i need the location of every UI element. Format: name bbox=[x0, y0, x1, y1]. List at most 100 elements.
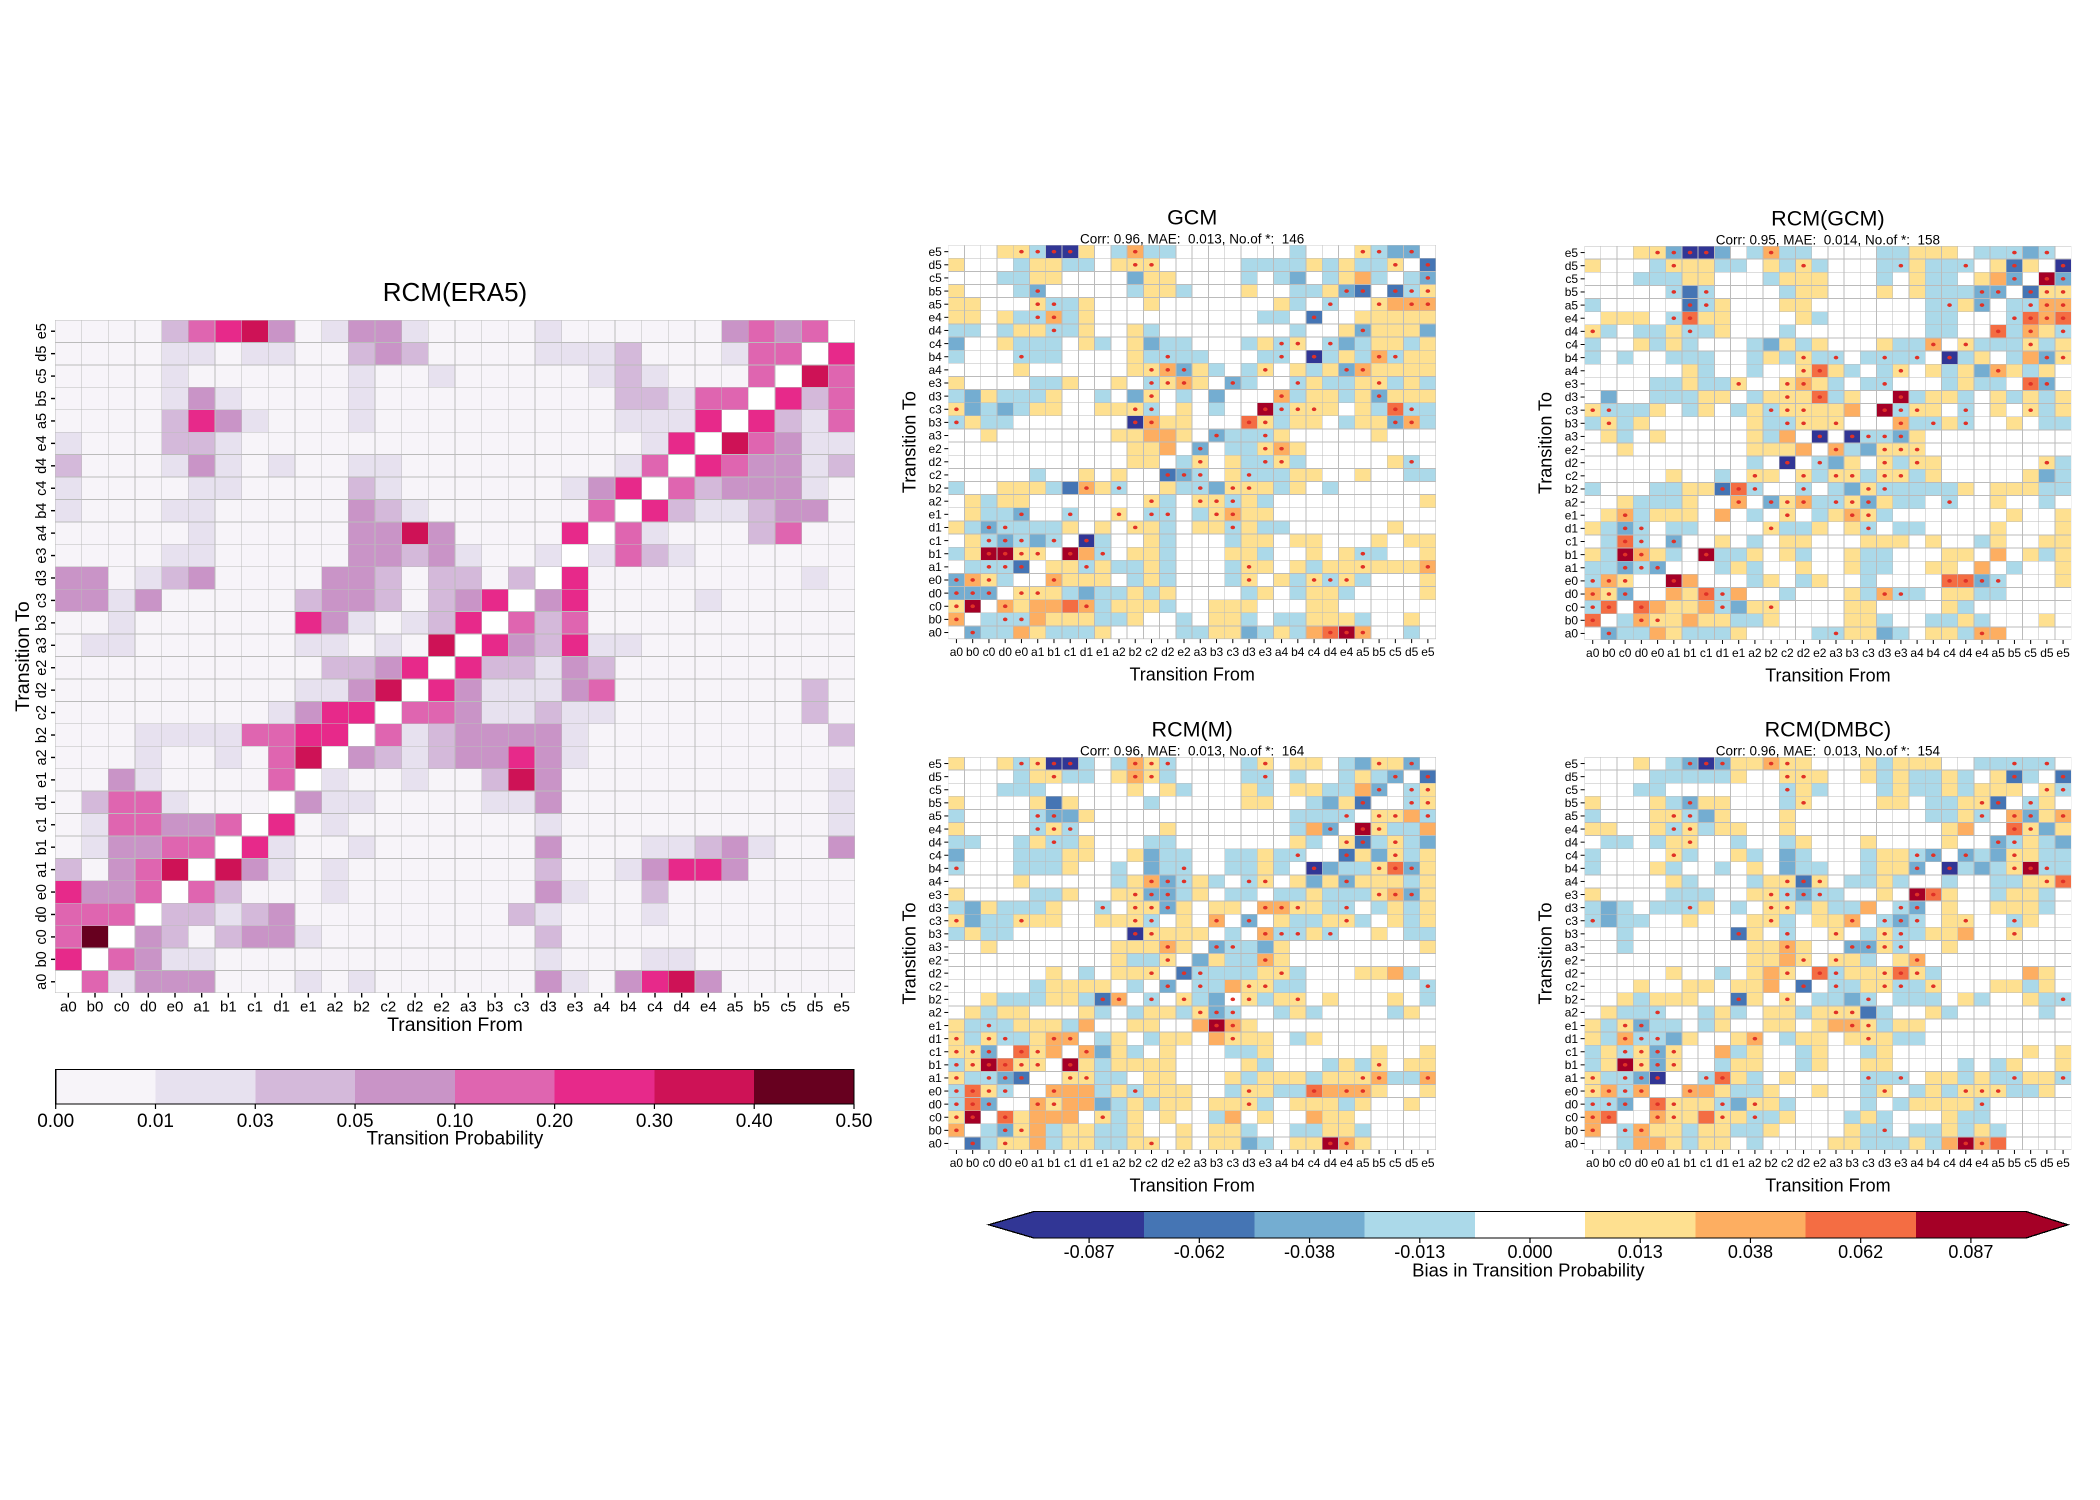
svg-text:b3: b3 bbox=[1210, 1156, 1224, 1170]
svg-text:Transition Probability: Transition Probability bbox=[366, 1129, 543, 1150]
svg-text:e4: e4 bbox=[928, 822, 942, 836]
svg-text:e3: e3 bbox=[928, 888, 942, 902]
svg-text:a3: a3 bbox=[1829, 1156, 1843, 1170]
svg-text:b3: b3 bbox=[1846, 646, 1860, 660]
svg-text:a0: a0 bbox=[34, 974, 50, 990]
svg-text:c0: c0 bbox=[1565, 1110, 1578, 1124]
svg-text:d5: d5 bbox=[1405, 645, 1419, 659]
svg-text:c4: c4 bbox=[647, 999, 663, 1016]
svg-text:a3: a3 bbox=[1565, 430, 1579, 444]
svg-text:e2: e2 bbox=[1177, 645, 1191, 659]
svg-text:c2: c2 bbox=[929, 979, 942, 993]
svg-text:c3: c3 bbox=[1862, 646, 1875, 660]
svg-text:d0: d0 bbox=[34, 906, 50, 922]
svg-text:a5: a5 bbox=[928, 809, 942, 823]
svg-text:a0: a0 bbox=[60, 999, 77, 1016]
svg-text:d2: d2 bbox=[1797, 646, 1811, 660]
svg-text:d0: d0 bbox=[1635, 1156, 1649, 1170]
svg-text:a2: a2 bbox=[1112, 645, 1126, 659]
svg-text:e4: e4 bbox=[700, 999, 717, 1016]
svg-text:c4: c4 bbox=[1565, 848, 1578, 862]
svg-text:a5: a5 bbox=[727, 999, 744, 1016]
svg-text:e2: e2 bbox=[928, 442, 942, 456]
svg-text:b4: b4 bbox=[1927, 646, 1941, 660]
svg-text:a0: a0 bbox=[1586, 646, 1600, 660]
svg-text:c2: c2 bbox=[1145, 645, 1158, 659]
svg-text:a0: a0 bbox=[950, 1156, 964, 1170]
svg-text:c3: c3 bbox=[1565, 914, 1578, 928]
svg-text:a3: a3 bbox=[1565, 940, 1579, 954]
svg-text:b5: b5 bbox=[1372, 645, 1386, 659]
svg-text:c0: c0 bbox=[983, 645, 996, 659]
svg-text:c5: c5 bbox=[1389, 645, 1402, 659]
svg-text:-0.013: -0.013 bbox=[1394, 1242, 1445, 1262]
svg-text:b3: b3 bbox=[1565, 417, 1579, 431]
svg-text:b5: b5 bbox=[1372, 1156, 1386, 1170]
svg-text:e4: e4 bbox=[928, 311, 942, 325]
svg-text:b3: b3 bbox=[1565, 927, 1579, 941]
svg-text:b4: b4 bbox=[1291, 1156, 1305, 1170]
svg-text:d4: d4 bbox=[1324, 1156, 1338, 1170]
svg-text:c4: c4 bbox=[1943, 646, 1956, 660]
svg-text:e0: e0 bbox=[1565, 1084, 1579, 1098]
svg-text:e1: e1 bbox=[300, 999, 317, 1016]
svg-text:e1: e1 bbox=[1565, 508, 1579, 522]
svg-text:e3: e3 bbox=[1259, 1156, 1273, 1170]
svg-text:a2: a2 bbox=[928, 1006, 942, 1020]
svg-text:d0: d0 bbox=[140, 999, 157, 1016]
svg-text:e2: e2 bbox=[1177, 1156, 1191, 1170]
svg-text:a1: a1 bbox=[193, 999, 210, 1016]
svg-text:e4: e4 bbox=[1975, 646, 1989, 660]
svg-text:e5: e5 bbox=[833, 999, 850, 1016]
svg-text:d5: d5 bbox=[1405, 1156, 1419, 1170]
svg-text:Transition To: Transition To bbox=[899, 902, 919, 1004]
svg-text:Transition From: Transition From bbox=[1765, 666, 1890, 686]
svg-text:a2: a2 bbox=[1112, 1156, 1126, 1170]
svg-text:e3: e3 bbox=[567, 999, 584, 1016]
svg-text:c5: c5 bbox=[2024, 1156, 2037, 1170]
svg-text:b2: b2 bbox=[928, 993, 942, 1007]
svg-text:c0: c0 bbox=[34, 929, 50, 944]
svg-text:b1: b1 bbox=[1683, 1156, 1697, 1170]
svg-text:GCM: GCM bbox=[1167, 206, 1217, 230]
svg-text:c5: c5 bbox=[780, 999, 796, 1016]
svg-text:a5: a5 bbox=[34, 413, 50, 429]
svg-text:e1: e1 bbox=[34, 772, 50, 788]
svg-text:b5: b5 bbox=[2008, 1156, 2022, 1170]
svg-text:c4: c4 bbox=[34, 481, 50, 496]
svg-text:c5: c5 bbox=[929, 271, 942, 285]
svg-text:a3: a3 bbox=[460, 999, 477, 1016]
svg-text:b2: b2 bbox=[1129, 645, 1143, 659]
svg-text:Transition From: Transition From bbox=[387, 1014, 523, 1036]
svg-text:e5: e5 bbox=[2056, 646, 2070, 660]
svg-text:c3: c3 bbox=[1862, 1156, 1875, 1170]
svg-text:c5: c5 bbox=[929, 783, 942, 797]
svg-text:c2: c2 bbox=[1781, 1156, 1794, 1170]
svg-text:b4: b4 bbox=[34, 503, 50, 519]
svg-text:a1: a1 bbox=[1667, 1156, 1681, 1170]
svg-text:d4: d4 bbox=[34, 458, 50, 474]
svg-text:c3: c3 bbox=[1565, 403, 1578, 417]
svg-text:a0: a0 bbox=[1565, 627, 1579, 641]
svg-text:a5: a5 bbox=[1992, 646, 2006, 660]
svg-text:d3: d3 bbox=[1878, 646, 1892, 660]
svg-text:b1: b1 bbox=[1047, 1156, 1061, 1170]
svg-text:b5: b5 bbox=[753, 999, 770, 1016]
svg-text:c3: c3 bbox=[1226, 1156, 1239, 1170]
svg-text:Transition From: Transition From bbox=[1765, 1176, 1890, 1196]
svg-text:c0: c0 bbox=[983, 1156, 996, 1170]
svg-text:c4: c4 bbox=[1308, 645, 1321, 659]
svg-text:d5: d5 bbox=[1565, 770, 1579, 784]
svg-text:RCM(GCM): RCM(GCM) bbox=[1771, 207, 1884, 231]
svg-text:e3: e3 bbox=[1565, 888, 1579, 902]
svg-text:Corr: 0.95, MAE: 0.014, No.of: Corr: 0.95, MAE: 0.014, No.of *: 158 bbox=[1716, 233, 1940, 248]
svg-text:0.062: 0.062 bbox=[1838, 1242, 1883, 1262]
svg-text:e4: e4 bbox=[1565, 311, 1579, 325]
svg-text:b0: b0 bbox=[928, 1124, 942, 1138]
svg-text:b1: b1 bbox=[220, 999, 237, 1016]
svg-text:a3: a3 bbox=[928, 940, 942, 954]
svg-text:a2: a2 bbox=[928, 494, 942, 508]
svg-text:0.30: 0.30 bbox=[636, 1111, 673, 1132]
svg-text:c4: c4 bbox=[1565, 338, 1578, 352]
svg-text:d3: d3 bbox=[1242, 1156, 1256, 1170]
